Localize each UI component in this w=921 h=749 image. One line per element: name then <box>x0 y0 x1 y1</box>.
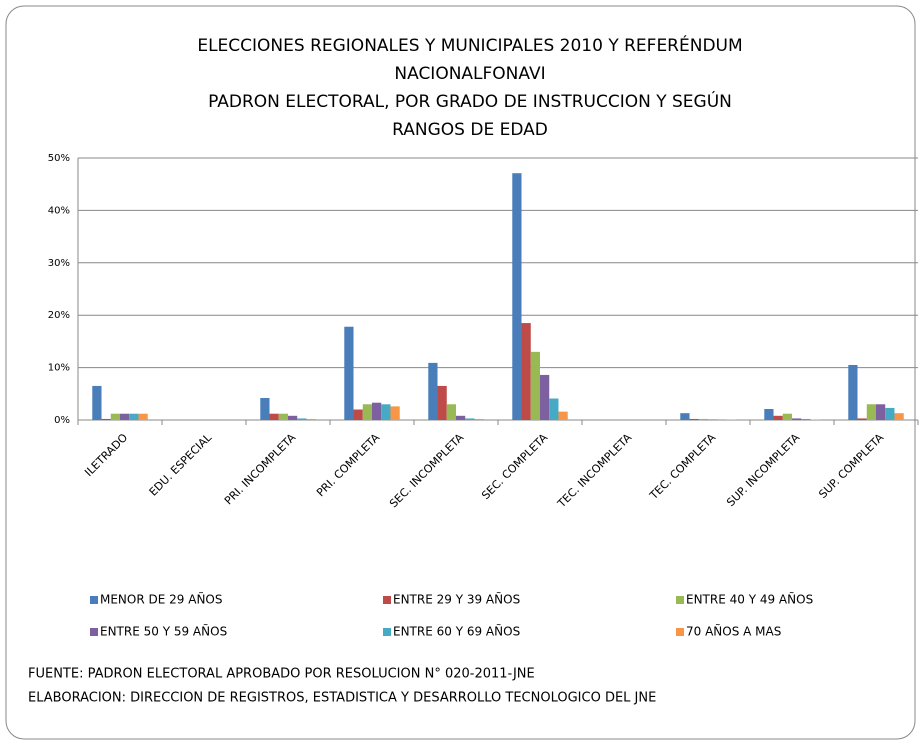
bar <box>110 413 120 420</box>
source-note: FUENTE: PADRON ELECTORAL APROBADO POR RE… <box>28 667 535 682</box>
legend-label: ENTRE 60 Y 69 AÑOS <box>393 624 520 639</box>
bar <box>801 418 811 420</box>
y-tick-label: 10% <box>48 363 70 374</box>
bar <box>885 407 895 420</box>
legend-label: MENOR DE 29 AÑOS <box>100 592 222 607</box>
y-tick-label: 40% <box>48 205 70 216</box>
bar <box>540 374 550 420</box>
bar <box>278 413 288 420</box>
bar <box>297 418 307 420</box>
bar <box>876 404 886 420</box>
bar <box>288 415 298 420</box>
legend-label: 70 AÑOS A MAS <box>686 624 781 639</box>
y-tick-label: 30% <box>48 258 70 269</box>
bar <box>773 415 783 420</box>
legend-label: ENTRE 50 Y 59 AÑOS <box>100 624 227 639</box>
legend-label: ENTRE 40 Y 49 AÑOS <box>686 592 813 607</box>
legend-swatch <box>676 596 684 604</box>
bar <box>390 406 400 420</box>
chart-title: NACIONALFONAVI <box>394 64 545 84</box>
chart-frame <box>5 5 916 740</box>
bar <box>810 419 820 420</box>
bar <box>465 418 475 420</box>
bar <box>428 362 438 420</box>
bar <box>260 397 270 420</box>
bar <box>344 326 354 420</box>
bar <box>848 364 858 420</box>
bar <box>689 418 699 420</box>
bar <box>101 418 111 420</box>
bar <box>92 385 102 420</box>
bar <box>894 413 904 420</box>
bar <box>362 404 372 420</box>
bar <box>680 413 690 420</box>
bar <box>792 418 802 420</box>
bar <box>512 173 522 420</box>
bar <box>866 404 876 420</box>
legend-swatch <box>90 596 98 604</box>
bar <box>353 409 363 420</box>
y-tick-label: 0% <box>54 415 70 426</box>
bar <box>558 411 568 420</box>
bar <box>269 413 279 420</box>
chart-title: RANGOS DE EDAD <box>392 120 548 140</box>
bar <box>129 413 139 420</box>
bar <box>446 404 456 420</box>
bar <box>474 418 484 420</box>
chart-title: PADRON ELECTORAL, POR GRADO DE INSTRUCCI… <box>208 90 732 112</box>
legend-swatch <box>90 628 98 636</box>
legend-swatch <box>676 628 684 636</box>
bar <box>530 351 540 420</box>
bar <box>456 415 466 420</box>
y-tick-label: 50% <box>48 153 70 164</box>
legend-label: ENTRE 29 Y 39 AÑOS <box>393 592 520 607</box>
bar <box>717 419 727 420</box>
bar <box>698 418 708 420</box>
bar <box>437 385 447 420</box>
legend-swatch <box>383 596 391 604</box>
bar <box>764 408 774 420</box>
bar <box>381 404 391 420</box>
bar <box>306 418 316 420</box>
bar <box>138 413 148 420</box>
bar <box>857 418 867 420</box>
chart-title: ELECCIONES REGIONALES Y MUNICIPALES 2010… <box>197 34 742 56</box>
bar <box>521 323 531 420</box>
bar <box>708 419 718 420</box>
bar <box>726 419 736 420</box>
source-note: ELABORACION: DIRECCION DE REGISTROS, EST… <box>28 691 656 706</box>
bar <box>372 402 382 420</box>
bar <box>782 413 792 420</box>
bar <box>120 413 130 420</box>
y-tick-label: 20% <box>48 310 70 321</box>
legend-swatch <box>383 628 391 636</box>
bar <box>549 398 559 420</box>
